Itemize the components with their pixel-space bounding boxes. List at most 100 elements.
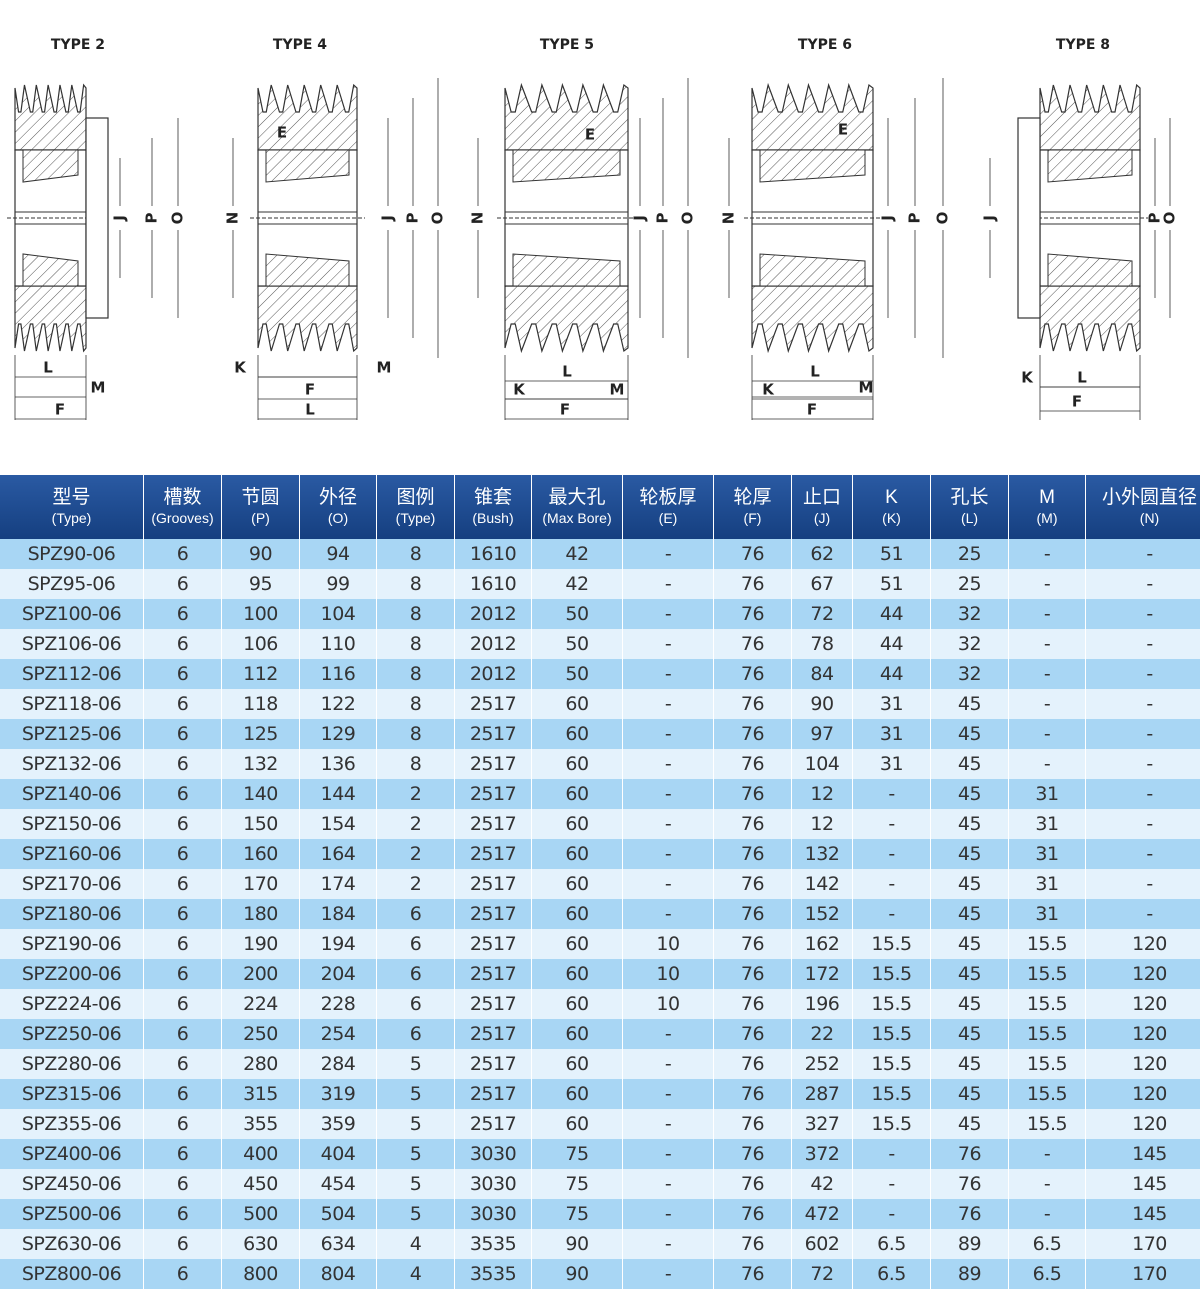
table-cell: 31 — [852, 719, 931, 749]
table-cell: 60 — [531, 749, 623, 779]
table-cell: 2517 — [454, 869, 532, 899]
table-cell: 6 — [143, 539, 222, 569]
table-row: SPZ90-06 6 90 94 8 1610 42-76 62 51 25- - — [0, 539, 1200, 569]
table-cell: 164 — [299, 839, 377, 869]
table-cell: 120 — [1085, 959, 1200, 989]
table-cell: SPZ800-06 — [0, 1259, 144, 1289]
dimension-label: F — [560, 401, 570, 419]
header-text: M — [1039, 487, 1055, 509]
table-cell: 89 — [930, 1229, 1009, 1259]
table-cell: - — [1085, 659, 1200, 689]
table-cell: 89 — [930, 1259, 1009, 1289]
table-cell: 228 — [299, 989, 377, 1019]
table-cell: SPZ500-06 — [0, 1199, 144, 1229]
dimension-label: N — [469, 212, 487, 225]
table-cell: 125 — [221, 719, 300, 749]
table-cell: 90 — [531, 1229, 623, 1259]
table-cell: 6 — [143, 869, 222, 899]
table-cell: SPZ132-06 — [0, 749, 144, 779]
table-cell: 6.5 — [1008, 1229, 1086, 1259]
table-cell: 25 — [930, 569, 1009, 599]
table-cell: 120 — [1085, 1019, 1200, 1049]
table-cell: - — [622, 569, 714, 599]
table-cell: 800 — [221, 1259, 300, 1289]
table-cell: - — [622, 779, 714, 809]
table-cell: 3030 — [454, 1169, 532, 1199]
table-cell: 136 — [299, 749, 377, 779]
table-cell: 104 — [299, 599, 377, 629]
table-cell: 15.5 — [852, 929, 931, 959]
table-cell: 99 — [299, 569, 377, 599]
table-cell: 8 — [376, 539, 455, 569]
table-cell: 1610 — [454, 569, 532, 599]
table-cell: 5 — [376, 1139, 455, 1169]
header-text: K — [885, 487, 898, 509]
table-cell: 76 — [713, 989, 792, 1019]
table-cell: 45 — [930, 839, 1009, 869]
table-cell: 142 — [791, 869, 853, 899]
table-cell: 196 — [791, 989, 853, 1019]
table-cell: 90 — [791, 689, 853, 719]
table-cell: 60 — [531, 869, 623, 899]
table-cell: 118 — [221, 689, 300, 719]
table-cell: - — [622, 869, 714, 899]
table-row: SPZ132-06 6 132 136 8 2517 60-76 104 31 45- - — [0, 749, 1200, 779]
table-cell: SPZ250-06 — [0, 1019, 144, 1049]
dimension-label: M — [610, 381, 625, 399]
table-cell: 145 — [1085, 1199, 1200, 1229]
table-cell: 5 — [376, 1109, 455, 1139]
hub-flange — [1017, 117, 1041, 319]
table-cell: - — [622, 1019, 714, 1049]
table-cell: 42 — [531, 569, 623, 599]
table-cell: SPZ450-06 — [0, 1169, 144, 1199]
table-cell: - — [1008, 719, 1086, 749]
table-cell: 31 — [852, 749, 931, 779]
table-cell: 72 — [791, 1259, 853, 1289]
table-cell: 32 — [930, 599, 1009, 629]
header-cell: 最大孔 (Max Bore) — [531, 475, 623, 539]
header-text: (Max Bore) — [542, 510, 612, 526]
table-cell: 60 — [531, 1049, 623, 1079]
table-row: SPZ315-06 6 315 319 5 2517 60-76 287 15.5 45 15.5 1… — [0, 1079, 1200, 1109]
dimension-label: P — [404, 213, 422, 224]
pulley-rim — [257, 83, 358, 151]
header-cell: 槽数 (Grooves) — [143, 475, 222, 539]
table-cell: 180 — [221, 899, 300, 929]
table-cell: 10 — [622, 929, 714, 959]
table-cell: 6 — [143, 599, 222, 629]
table-cell: 94 — [299, 539, 377, 569]
table-cell: 60 — [531, 929, 623, 959]
table-cell: 6 — [143, 1199, 222, 1229]
table-cell: 106 — [221, 629, 300, 659]
table-cell: 12 — [791, 779, 853, 809]
table-cell: 145 — [1085, 1169, 1200, 1199]
table-cell: - — [622, 1049, 714, 1079]
table-cell: 50 — [531, 629, 623, 659]
table-cell: 76 — [713, 809, 792, 839]
table-cell: - — [1085, 869, 1200, 899]
table-cell: 6 — [143, 1079, 222, 1109]
table-cell: 76 — [713, 749, 792, 779]
table-cell: 602 — [791, 1229, 853, 1259]
table-cell: 60 — [531, 689, 623, 719]
pulley-rim — [1039, 285, 1141, 353]
table-cell: 122 — [299, 689, 377, 719]
table-cell: 6 — [143, 779, 222, 809]
table-cell: 132 — [791, 839, 853, 869]
bush — [759, 149, 866, 183]
table-cell: 110 — [299, 629, 377, 659]
table-cell: 630 — [221, 1229, 300, 1259]
table-cell: 45 — [930, 689, 1009, 719]
table-cell: 45 — [930, 899, 1009, 929]
diagram-title: TYPE 6 — [798, 37, 852, 53]
table-cell: 76 — [930, 1169, 1009, 1199]
header-cell: M (M) — [1008, 475, 1086, 539]
table-cell: 104 — [791, 749, 853, 779]
header-text: (N) — [1139, 510, 1160, 526]
header-text: (Type) — [395, 510, 436, 526]
table-cell: 76 — [713, 659, 792, 689]
table-cell: 45 — [930, 779, 1009, 809]
diagram-title: TYPE 2 — [51, 37, 105, 53]
table-cell: 60 — [531, 719, 623, 749]
table-cell: 2517 — [454, 1019, 532, 1049]
